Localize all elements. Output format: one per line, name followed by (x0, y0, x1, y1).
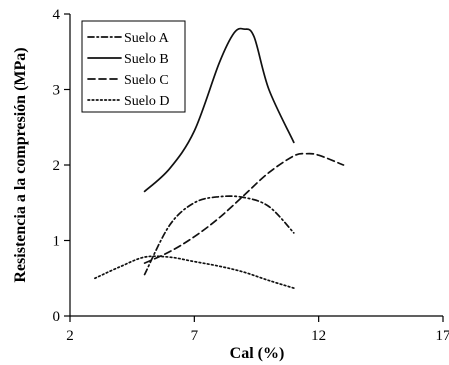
legend-label-suelo-d: Suelo D (124, 94, 170, 109)
x-tick-label: 17 (436, 328, 449, 344)
series-line-suelo-b (143, 27, 295, 193)
series-line-suelo-a (143, 195, 295, 276)
x-tick-label: 2 (66, 328, 74, 344)
y-tick-label: 0 (53, 309, 61, 325)
legend: Suelo A Suelo B Suelo C Suelo D (81, 20, 186, 113)
series-line-suelo-d (94, 255, 295, 289)
legend-label-suelo-b: Suelo B (124, 52, 169, 67)
series-layer (94, 27, 345, 289)
y-tick-label: 4 (53, 7, 61, 23)
y-tick-label: 3 (53, 83, 61, 99)
legend-box (81, 20, 186, 113)
y-axis-title: Resistencia a la compresión (MPa) (12, 47, 29, 282)
x-tick-label: 7 (191, 328, 199, 344)
series-line-suelo-c (143, 152, 345, 264)
x-axis-title: Cal (%) (230, 345, 285, 362)
legend-label-suelo-a: Suelo A (124, 31, 170, 46)
x-tick-label: 12 (311, 328, 326, 344)
y-tick-label: 1 (53, 234, 61, 250)
legend-items: Suelo A Suelo B Suelo C Suelo D (87, 31, 170, 109)
legend-label-suelo-c: Suelo C (124, 73, 169, 88)
y-tick-label: 2 (53, 158, 61, 174)
